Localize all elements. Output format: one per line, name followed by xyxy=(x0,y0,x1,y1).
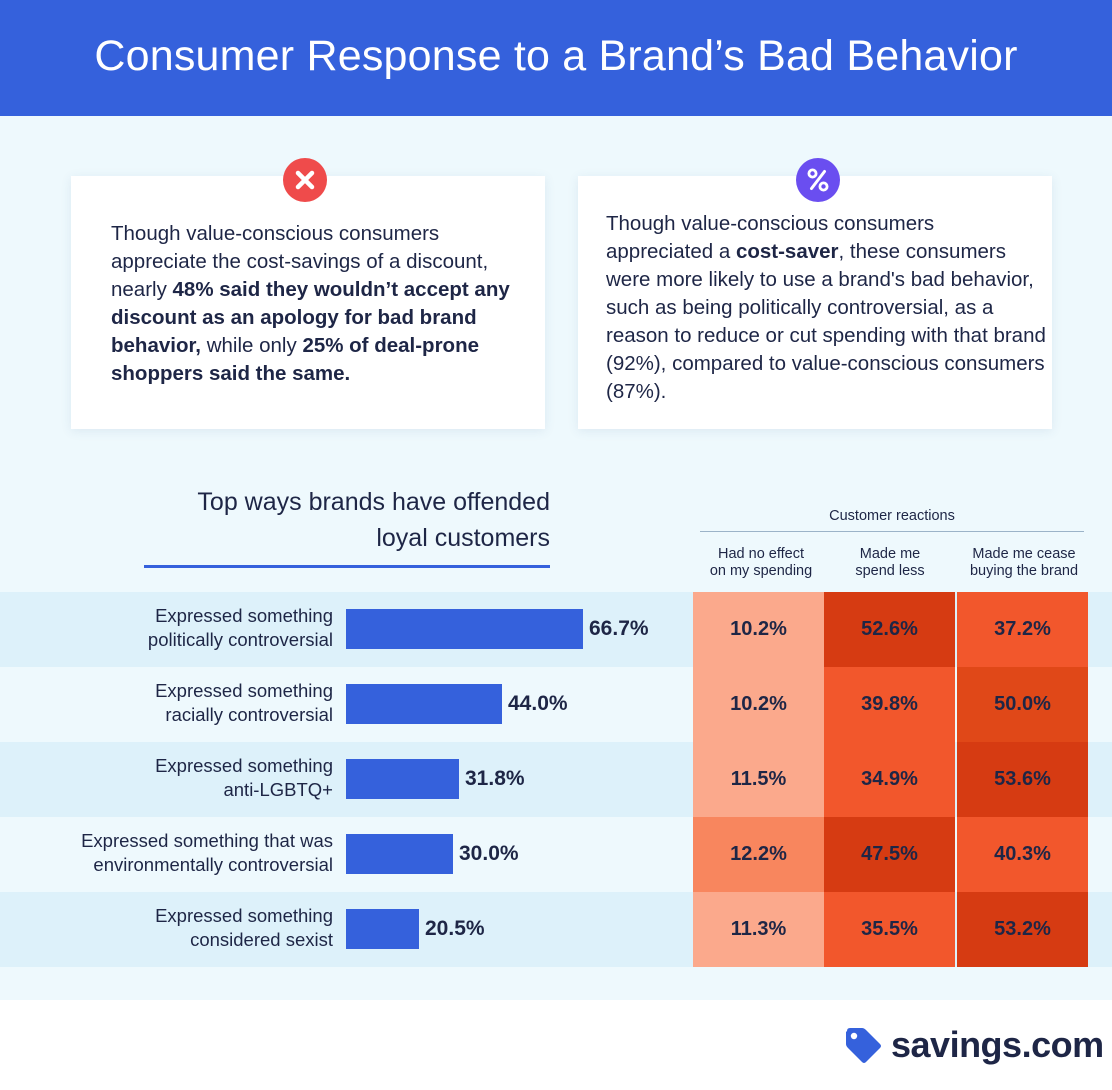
customer-reactions-label: Customer reactions xyxy=(829,508,955,524)
body-text: Though value-conscious consumers appreci… xyxy=(111,222,489,301)
bar-value-label: 30.0% xyxy=(459,842,519,865)
emphasis-text: 25% of deal-prone shoppers said the same… xyxy=(111,334,479,385)
category-label-line: Expressed something xyxy=(155,680,333,701)
heatmap-cell: 10.2% xyxy=(693,667,824,742)
percent-circle-icon xyxy=(796,158,840,202)
body-text: while only xyxy=(201,334,303,357)
column-header-line: Had no effect xyxy=(718,546,804,562)
insight-card-text: Though value-conscious consumers appreci… xyxy=(111,220,521,388)
bar-value-label: 31.8% xyxy=(465,767,525,790)
category-label-line: Expressed something that was xyxy=(81,830,333,851)
heatmap-cell: 35.5% xyxy=(824,892,955,967)
heatmap-column-header: Made me spend less xyxy=(830,546,950,580)
logo-text: savings.com xyxy=(891,1024,1104,1065)
insight-card-discount: Though value-conscious consumers appreci… xyxy=(71,176,545,429)
category-label-line: Expressed something xyxy=(155,605,333,626)
bar xyxy=(346,759,459,799)
bar-value-label: 44.0% xyxy=(508,692,568,715)
bar xyxy=(346,609,583,649)
chart-title-line: Top ways brands have offended xyxy=(197,488,550,516)
title-underline xyxy=(144,565,550,568)
category-label: Expressed something considered sexist xyxy=(0,904,333,952)
category-label: Expressed something that was environmenta… xyxy=(0,829,333,877)
category-label-line: Expressed something xyxy=(155,755,333,776)
category-label-line: considered sexist xyxy=(190,929,333,950)
heatmap-column-header: Made me cease buying the brand xyxy=(955,546,1093,580)
bar-value-label: 20.5% xyxy=(425,917,485,940)
bar-value-label: 66.7% xyxy=(589,617,649,640)
x-circle-icon xyxy=(283,158,327,202)
column-header-line: on my spending xyxy=(709,563,813,579)
body-text: , these consumers were more likely to us… xyxy=(606,240,1046,403)
column-header-line: buying the brand xyxy=(969,563,1079,579)
heatmap-column-header: Had no effect on my spending xyxy=(700,546,822,580)
category-label: Expressed something politically controver… xyxy=(0,604,333,652)
heatmap-cell: 11.3% xyxy=(693,892,824,967)
column-header-line: Made me xyxy=(859,546,921,562)
emphasis-text: cost-saver xyxy=(735,240,839,263)
bar xyxy=(346,834,453,874)
insight-card-text: Though value-conscious consumers appreci… xyxy=(606,210,1046,406)
bar xyxy=(346,909,419,949)
category-label-line: environmentally controversial xyxy=(93,854,333,875)
category-label: Expressed something anti-LGBTQ+ xyxy=(0,754,333,802)
heatmap-cell: 47.5% xyxy=(824,817,955,892)
page-title: Consumer Response to a Brand’s Bad Behav… xyxy=(94,31,1018,80)
price-tag-icon xyxy=(846,1028,881,1063)
heatmap-cell: 50.0% xyxy=(957,667,1088,742)
category-label: Expressed something racially controversia… xyxy=(0,679,333,727)
column-header-line: spend less xyxy=(855,563,925,579)
heatmap-cell: 53.2% xyxy=(957,892,1088,967)
emphasis-text: 48% said they wouldn’t accept any discou… xyxy=(111,278,510,357)
heatmap-cell: 12.2% xyxy=(693,817,824,892)
heatmap-cell: 40.3% xyxy=(957,817,1088,892)
customer-reactions-divider xyxy=(700,531,1084,532)
category-label-line: racially controversial xyxy=(165,704,333,725)
savings-logo: savings.com xyxy=(843,1024,1104,1066)
column-header-line: Made me cease xyxy=(972,546,1076,562)
heatmap-cell: 10.2% xyxy=(693,592,824,667)
footer xyxy=(0,1000,1112,1090)
heatmap-cell: 34.9% xyxy=(824,742,955,817)
heatmap-cell: 11.5% xyxy=(693,742,824,817)
bar xyxy=(346,684,502,724)
chart-title-line: loyal customers xyxy=(376,524,550,552)
chart-title: Top ways brands have offended loyal cust… xyxy=(120,484,550,556)
body-text: Though value-conscious consumers appreci… xyxy=(606,212,935,263)
heatmap-cell: 39.8% xyxy=(824,667,955,742)
category-label-line: politically controversial xyxy=(147,629,333,650)
category-label-line: Expressed something xyxy=(155,905,333,926)
insight-card-cost-saver: Though value-conscious consumers appreci… xyxy=(578,176,1052,429)
heatmap-cell: 52.6% xyxy=(824,592,955,667)
header-banner: Consumer Response to a Brand’s Bad Behav… xyxy=(0,0,1112,116)
heatmap-cell: 37.2% xyxy=(957,592,1088,667)
heatmap-cell: 53.6% xyxy=(957,742,1088,817)
category-label-line: anti-LGBTQ+ xyxy=(223,779,333,800)
